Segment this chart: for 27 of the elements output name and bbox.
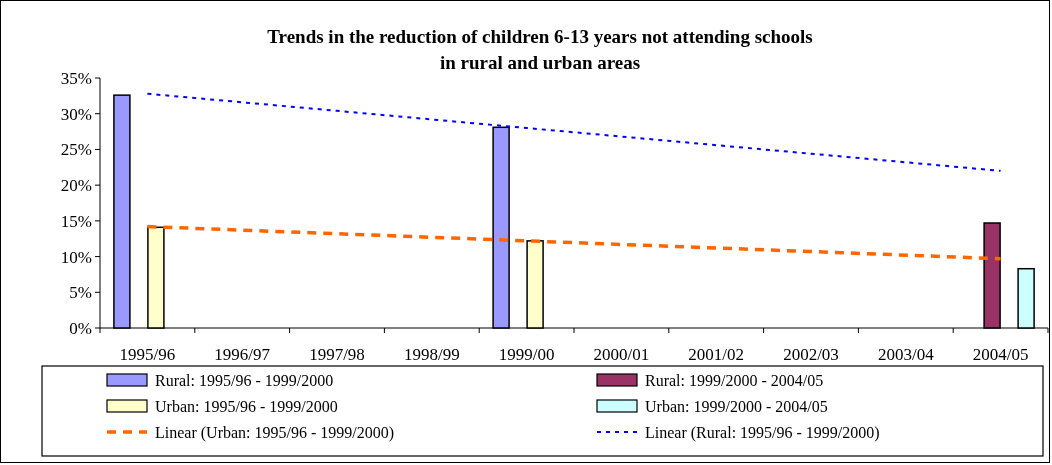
- legend-label: Urban: 1995/96 - 1999/2000: [155, 398, 338, 415]
- y-tick-label: 20%: [60, 176, 92, 196]
- y-tick-label: 5%: [69, 283, 92, 303]
- legend-label: Urban: 1999/2000 - 2004/05: [645, 398, 828, 415]
- chart-title: Trends in the reduction of children 6-13 years not attending schools in rural and urban areas: [267, 26, 813, 73]
- y-tick-label: 10%: [60, 247, 92, 267]
- y-tick-label: 25%: [60, 140, 92, 160]
- y-tick-label: 35%: [60, 68, 92, 88]
- x-tick-label: 1997/98: [309, 345, 365, 364]
- x-tick-label: 2002/03: [783, 345, 839, 364]
- x-tick-label: 1999/00: [498, 345, 555, 364]
- line-series: [145, 224, 1003, 261]
- x-tick-label: 2001/02: [688, 345, 745, 364]
- x-tick-label: 2000/01: [593, 345, 650, 364]
- y-tick-label: 30%: [60, 104, 92, 124]
- y-tick-label: 15%: [60, 211, 92, 231]
- y-tick-label: 0%: [69, 318, 92, 338]
- x-tick-label: 1996/97: [214, 345, 271, 364]
- legend-label: Rural: 1995/96 - 1999/2000: [155, 372, 334, 389]
- x-tick-label: 2003/04: [877, 345, 935, 364]
- line-series: [146, 92, 1002, 172]
- x-tick-label: 2004/05: [972, 345, 1029, 364]
- legend-label: Linear (Urban: 1995/96 - 1999/2000): [155, 424, 395, 442]
- legend-label: Rural: 1999/2000 - 2004/05: [645, 372, 824, 389]
- x-tick-label: 1995/96: [119, 345, 176, 364]
- legend-label: Linear (Rural: 1995/96 - 1999/2000): [645, 424, 880, 442]
- x-tick-label: 1998/99: [403, 345, 460, 364]
